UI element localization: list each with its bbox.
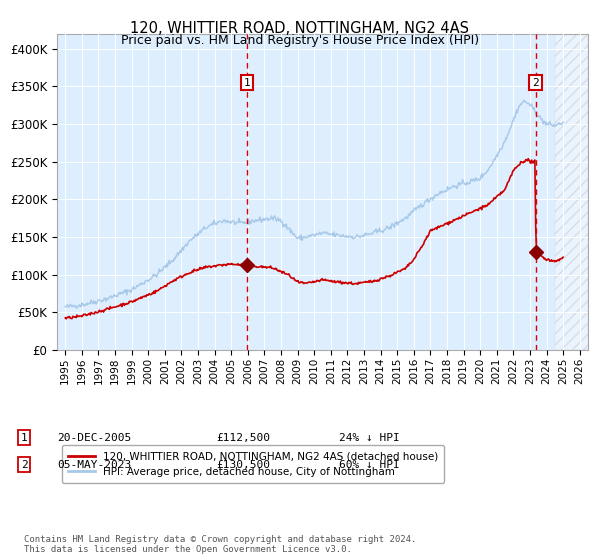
- Text: Price paid vs. HM Land Registry's House Price Index (HPI): Price paid vs. HM Land Registry's House …: [121, 34, 479, 46]
- Legend: 120, WHITTIER ROAD, NOTTINGHAM, NG2 4AS (detached house), HPI: Average price, de: 120, WHITTIER ROAD, NOTTINGHAM, NG2 4AS …: [62, 445, 445, 483]
- Text: 2: 2: [532, 78, 539, 87]
- Text: £112,500: £112,500: [216, 433, 270, 443]
- Text: Contains HM Land Registry data © Crown copyright and database right 2024.
This d: Contains HM Land Registry data © Crown c…: [24, 535, 416, 554]
- Text: 20-DEC-2005: 20-DEC-2005: [57, 433, 131, 443]
- Text: 60% ↓ HPI: 60% ↓ HPI: [339, 460, 400, 470]
- Bar: [555, 34, 588, 350]
- Text: 05-MAY-2023: 05-MAY-2023: [57, 460, 131, 470]
- Text: 2: 2: [20, 460, 28, 470]
- Text: 1: 1: [20, 433, 28, 443]
- Text: 120, WHITTIER ROAD, NOTTINGHAM, NG2 4AS: 120, WHITTIER ROAD, NOTTINGHAM, NG2 4AS: [131, 21, 470, 36]
- Text: 1: 1: [244, 78, 251, 87]
- Text: £130,500: £130,500: [216, 460, 270, 470]
- Text: 24% ↓ HPI: 24% ↓ HPI: [339, 433, 400, 443]
